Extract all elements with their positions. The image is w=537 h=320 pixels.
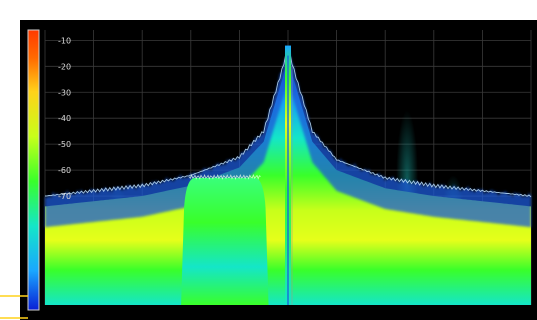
wideband-trace — [188, 174, 261, 180]
y-tick-label: -60 — [58, 166, 71, 175]
y-tick-label: -30 — [58, 88, 71, 97]
wideband-signal — [181, 177, 269, 305]
carrier-core — [287, 55, 289, 305]
y-tick-label: -70 — [58, 192, 71, 201]
spectrum-traces — [44, 45, 532, 306]
y-tick-label: -40 — [58, 114, 71, 123]
y-tick-label: -10 — [58, 36, 71, 45]
noise-skirt — [45, 45, 531, 228]
color-scale-bar — [27, 29, 40, 311]
y-tick-labels: -10 -20 -30 -40 -50 -60 -70 — [58, 36, 71, 201]
y-tick-label: -20 — [58, 62, 71, 71]
y-tick-label: -50 — [58, 140, 71, 149]
